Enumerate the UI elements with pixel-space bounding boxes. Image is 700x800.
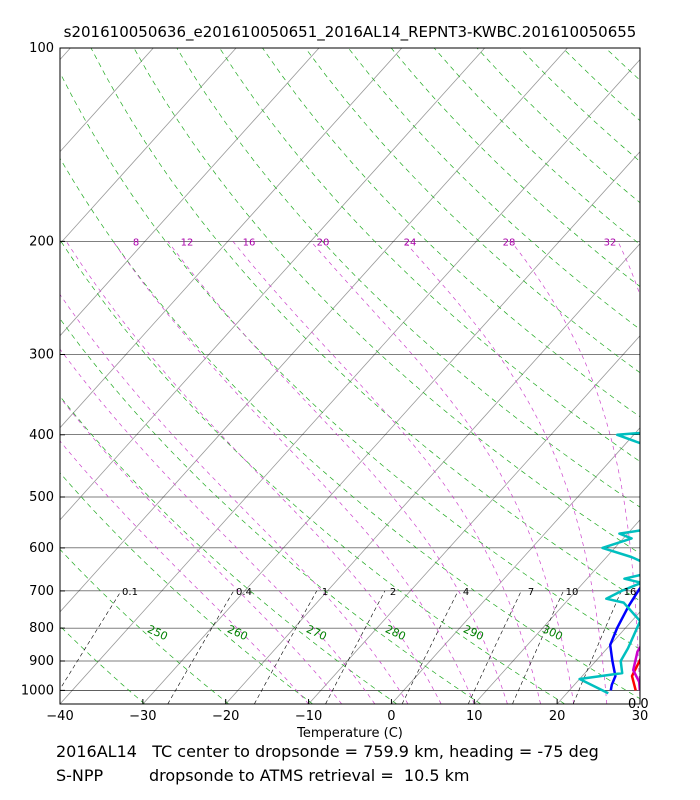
dry-adiabat-line bbox=[60, 71, 640, 650]
isotherm-line bbox=[225, 243, 640, 704]
x-tick-label: −10 bbox=[295, 709, 322, 724]
x-axis-label: Temperature (C) bbox=[296, 726, 403, 740]
dry-adiabat-line bbox=[176, 48, 640, 508]
y-tick-label: 700 bbox=[29, 584, 54, 599]
mixing-ratio-line bbox=[254, 590, 318, 704]
moist-adiabat-line bbox=[60, 293, 409, 704]
isotherm-line bbox=[60, 48, 485, 521]
mixing-ratio-line bbox=[572, 590, 622, 704]
y-tick-label: 500 bbox=[29, 490, 54, 505]
dry-adiabat-line bbox=[649, 48, 700, 704]
x-tick-label: −20 bbox=[212, 709, 239, 724]
series-temperature bbox=[630, 657, 640, 691]
moist-adiabat-label: 20 bbox=[317, 237, 330, 248]
mixing-ratio-label: 0.1 bbox=[122, 587, 138, 598]
plot-frame bbox=[59, 47, 641, 705]
isotherm-line bbox=[639, 703, 640, 704]
dry-adiabat-line bbox=[691, 48, 700, 704]
footer-line-1: 2016AL14 TC center to dropsonde = 759.9 … bbox=[56, 742, 599, 761]
moist-adiabat-label: 32 bbox=[604, 237, 617, 248]
plot-background bbox=[60, 48, 640, 704]
mixing-ratio-line bbox=[167, 590, 234, 704]
isotherm-line bbox=[308, 335, 640, 704]
moist-adiabat-line bbox=[112, 241, 475, 704]
mixing-ratio-line bbox=[325, 590, 386, 704]
dry-adiabat-line bbox=[262, 48, 640, 418]
isotherm-line bbox=[60, 48, 403, 429]
chart-title: s201610050636_e201610050651_2016AL14_REP… bbox=[64, 23, 637, 42]
mixing-ratio-label: 10 bbox=[566, 587, 579, 598]
dry-adiabat-line bbox=[60, 239, 565, 704]
y-tick-label: 800 bbox=[29, 621, 54, 636]
mixing-ratio-line bbox=[401, 590, 459, 704]
dry-adiabat-line bbox=[90, 48, 640, 602]
isotherm-line bbox=[60, 48, 320, 337]
isotherm-line bbox=[60, 48, 568, 613]
x-tick-label: 30 bbox=[632, 709, 649, 724]
moist-adiabat-line bbox=[232, 241, 541, 704]
moist-adiabat-label: 8 bbox=[133, 237, 139, 248]
moist-adiabat-line bbox=[404, 241, 608, 704]
x-tick-label: 10 bbox=[466, 709, 483, 724]
dry-adiabat-line bbox=[133, 48, 640, 554]
moist-adiabat-label: 16 bbox=[243, 237, 256, 248]
mixing-ratio-label: 1 bbox=[322, 587, 328, 598]
moist-adiabat-line bbox=[66, 241, 442, 704]
dry-adiabat-line bbox=[60, 472, 313, 704]
moist-adiabat-label: 12 bbox=[181, 237, 194, 248]
moist-adiabat-line bbox=[310, 241, 575, 704]
x-tick-label: 0 bbox=[387, 709, 395, 724]
moist-adiabat-label: 24 bbox=[404, 237, 417, 248]
isotherm-line bbox=[474, 519, 640, 704]
footer-line-2: S-NPP dropsonde to ATMS retrieval = 10.5… bbox=[56, 766, 470, 785]
dry-adiabat-line bbox=[60, 702, 61, 704]
series-atms-dewpoint bbox=[578, 431, 640, 695]
skew-t-chart: s201610050636_e201610050651_2016AL14_REP… bbox=[21, 23, 700, 740]
moist-adiabat-line bbox=[167, 241, 508, 704]
isotherm-line bbox=[391, 427, 640, 704]
mixing-ratio-label: 0.4 bbox=[236, 587, 252, 598]
mixing-ratio-label: 4 bbox=[463, 587, 469, 598]
moist-adiabat-label: 28 bbox=[503, 237, 516, 248]
x-tick-label: −40 bbox=[46, 709, 73, 724]
y-tick-label: 200 bbox=[29, 234, 54, 249]
mixing-ratio-line bbox=[467, 590, 522, 704]
y-tick-label: 1000 bbox=[21, 683, 54, 698]
y-tick-label: 100 bbox=[29, 41, 54, 56]
x-tick-label: 20 bbox=[549, 709, 566, 724]
mixing-ratio-label: 2 bbox=[390, 587, 396, 598]
moist-adiabat-line bbox=[60, 348, 376, 704]
isotherm-line bbox=[60, 48, 237, 245]
corner-label: 0.0 bbox=[628, 697, 649, 712]
y-tick-label: 900 bbox=[29, 654, 54, 669]
y-tick-label: 600 bbox=[29, 541, 54, 556]
y-tick-label: 300 bbox=[29, 347, 54, 362]
moist-adiabat-line bbox=[60, 440, 309, 704]
mixing-ratio-line bbox=[60, 590, 122, 690]
series-dewpoint bbox=[608, 586, 640, 691]
x-tick-label: −30 bbox=[129, 709, 156, 724]
isotherm-line bbox=[60, 58, 640, 704]
mixing-ratio-label: 7 bbox=[528, 587, 534, 598]
mixing-ratio-line bbox=[512, 590, 564, 704]
series-atms-temperature bbox=[631, 645, 640, 691]
y-tick-label: 400 bbox=[29, 428, 54, 443]
mixing-ratio-label: 16 bbox=[624, 587, 637, 598]
dry-adiabat-line bbox=[60, 157, 640, 700]
